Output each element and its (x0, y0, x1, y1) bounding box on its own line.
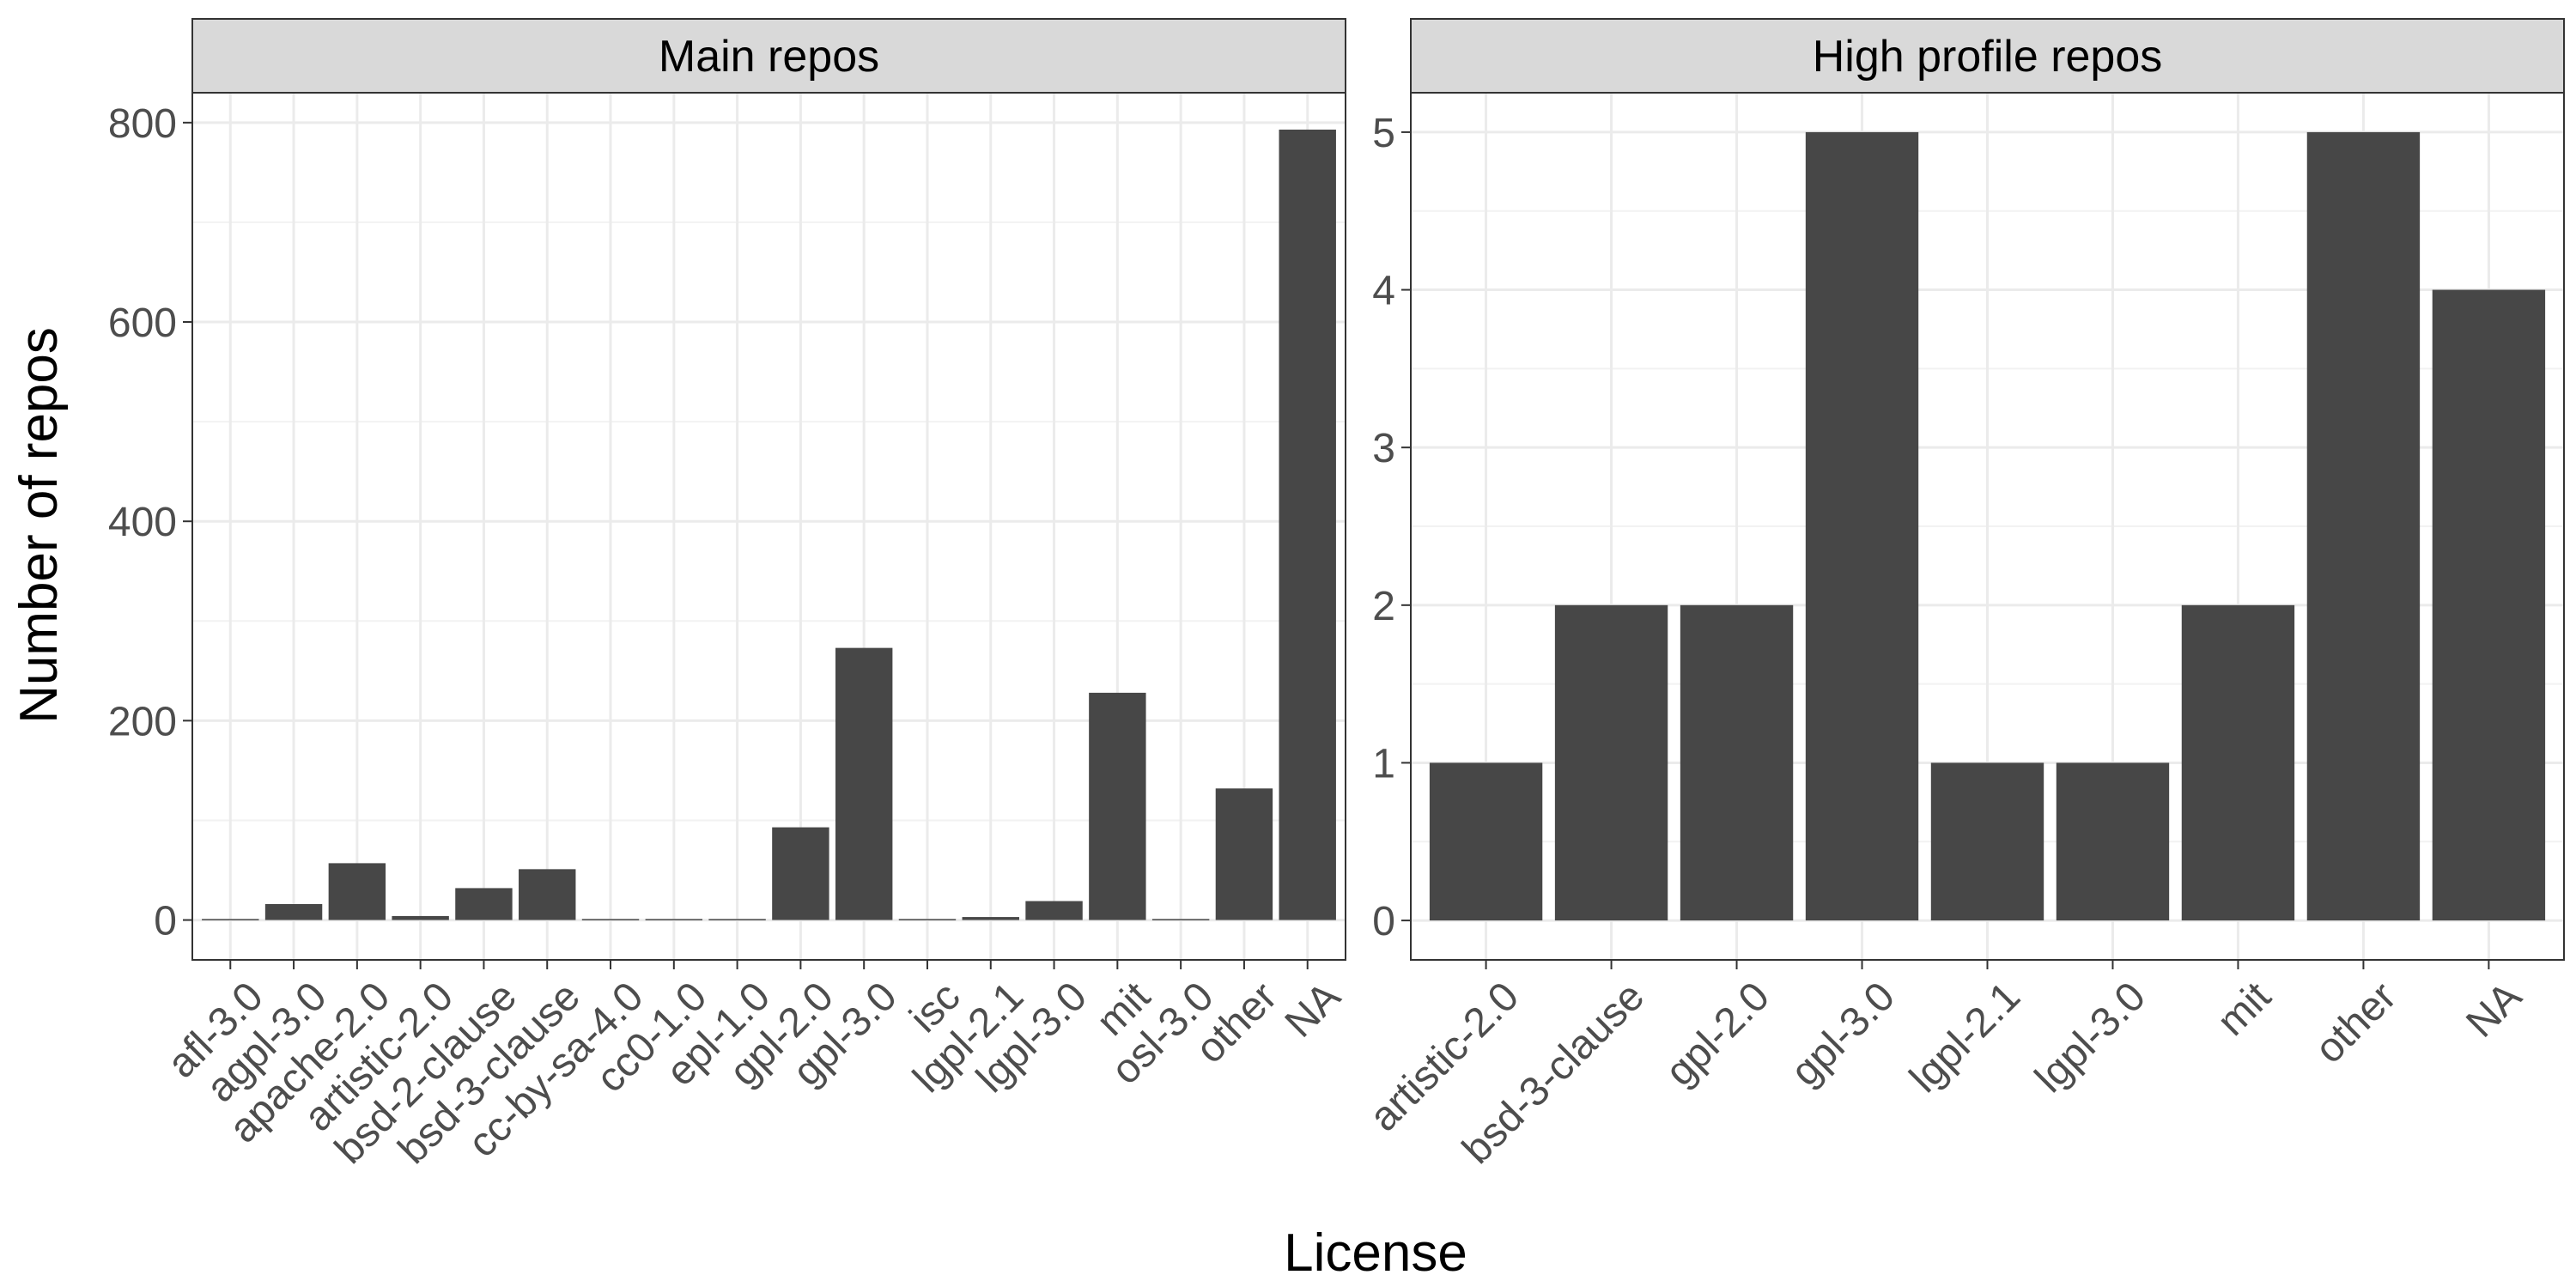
y-tick-label: 4 (1372, 269, 1395, 314)
facet-strip (1410, 18, 2565, 94)
bar-lgpl-2.1 (1930, 762, 2044, 921)
facet-strip (191, 18, 1346, 94)
bar-other (1215, 788, 1273, 920)
bar-NA (1279, 129, 1336, 920)
x-tick-label: NA (1277, 974, 1350, 1047)
facet-strip-title: Main repos (659, 32, 879, 82)
bar-other (2306, 131, 2421, 921)
bar-artistic-2.0 (1429, 762, 1543, 921)
bar-osl-3.0 (1151, 919, 1210, 920)
bar-lgpl-2.1 (962, 917, 1019, 920)
bar-mit (1089, 692, 1146, 920)
x-tick-label: lgpl-2.1 (1901, 974, 2029, 1102)
y-axis-title: Number of repos (9, 327, 69, 724)
x-axis-title: License (1284, 1223, 1467, 1283)
panel-background (192, 93, 1346, 960)
x-tick-label: mit (2208, 974, 2280, 1045)
bar-bsd-2-clause (455, 888, 513, 920)
bar-gpl-3.0 (835, 647, 893, 920)
facet-strip-title: High profile repos (1813, 32, 2163, 82)
bar-cc-by-sa-4.0 (581, 919, 640, 920)
bar-gpl-3.0 (1805, 131, 1919, 921)
y-tick-label: 3 (1372, 426, 1395, 471)
y-tick-label: 0 (1372, 899, 1395, 944)
y-tick-label: 0 (154, 899, 177, 944)
bar-lgpl-3.0 (2056, 762, 2170, 921)
bar-afl-3.0 (202, 919, 259, 920)
bar-lgpl-3.0 (1025, 901, 1083, 920)
panel-high-profile-repos: High profile repos012345artistic-2.0bsd-… (1361, 18, 2565, 1173)
x-tick-label: gpl-2.0 (1657, 974, 1778, 1095)
y-tick-label: 800 (108, 101, 177, 147)
bar-NA (2432, 289, 2546, 921)
bar-agpl-3.0 (264, 903, 323, 920)
bar-gpl-2.0 (1680, 604, 1794, 921)
y-tick-label: 5 (1372, 111, 1395, 156)
bar-cc0-1.0 (645, 919, 703, 920)
x-tick-label: NA (2458, 974, 2530, 1047)
y-tick-label: 400 (108, 500, 177, 545)
y-tick-label: 2 (1372, 584, 1395, 629)
bar-isc (898, 919, 957, 920)
bar-artistic-2.0 (392, 915, 449, 920)
x-tick-label: lgpl-3.0 (2026, 974, 2154, 1102)
bar-bsd-3-clause (519, 869, 576, 920)
bar-apache-2.0 (328, 863, 386, 920)
x-tick-label: other (2306, 974, 2405, 1072)
bar-gpl-2.0 (772, 827, 829, 920)
y-tick-label: 200 (108, 699, 177, 744)
panel-main-repos: Main repos0200400600800afl-3.0agpl-3.0ap… (108, 18, 1350, 1173)
x-tick-label: gpl-3.0 (1783, 974, 1904, 1095)
bar-bsd-3-clause (1554, 604, 1668, 921)
bar-mit (2181, 604, 2295, 921)
bar-epl-1.0 (708, 919, 766, 920)
y-tick-label: 600 (108, 301, 177, 346)
y-tick-label: 1 (1372, 741, 1395, 786)
